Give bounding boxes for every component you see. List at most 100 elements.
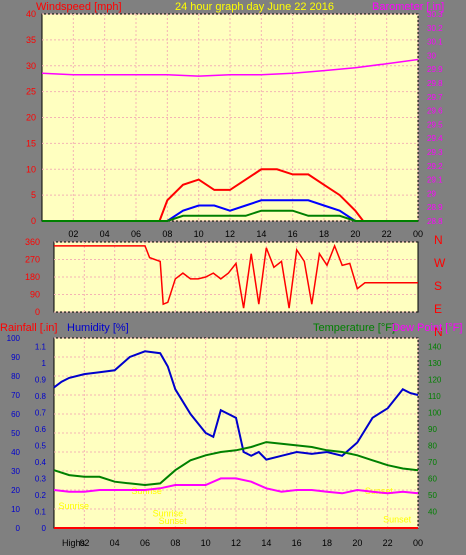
temperature-y-tick-label: 60 <box>428 474 437 483</box>
sun-annotation-label: Sunrise <box>59 501 90 511</box>
temperature-y-tick-label: 50 <box>428 491 437 500</box>
wind-x-tick-label: 22 <box>382 229 392 239</box>
rainfall-y-tick-label: 0 <box>42 524 47 533</box>
barometer-y-tick-label: 29.9 <box>427 65 443 74</box>
humidity-y-tick-label: 60 <box>11 410 20 419</box>
humidity-y-tick-label: 80 <box>11 372 20 381</box>
wind-x-tick-label: 04 <box>100 229 110 239</box>
rainfall-y-tick-label: 0.4 <box>35 458 47 467</box>
series-low-line <box>42 209 418 222</box>
dewpoint-axis-label: Dew Point [°F] <box>392 322 462 334</box>
direction-y-ticks: 360 270 180 90 0 <box>25 237 40 317</box>
compass-label: S <box>434 279 442 293</box>
series-gust-line <box>42 168 418 222</box>
rainfall-y-tick-label: 0.2 <box>35 491 47 500</box>
barometer-y-tick-label: 28.8 <box>427 217 443 226</box>
barometer-y-tick-label: 29.8 <box>427 79 443 88</box>
wind-x-tick-label: 00 <box>413 229 423 239</box>
humidity-y-tick-label: 0 <box>16 524 21 533</box>
wind-x-tick-label: 10 <box>194 229 204 239</box>
sun-annotation-label: Sunset <box>159 516 188 526</box>
humidity-y-tick-label: 50 <box>11 429 20 438</box>
temp-x-tick-label: 22 <box>383 538 393 548</box>
series-humidity-line <box>53 350 419 461</box>
barometer-y-tick-label: 29.6 <box>427 107 443 116</box>
humidity-y-tick-label: 40 <box>11 448 20 457</box>
series-dew-point-line <box>53 477 419 495</box>
barometer-y-tick-label: 29.7 <box>427 93 443 102</box>
barometer-y-tick-label: 29.4 <box>427 134 443 143</box>
compass-label: E <box>434 302 442 316</box>
barometer-y-tick-label: 29.3 <box>427 148 443 157</box>
rainfall-axis-label: Rainfall [.in] <box>0 322 57 334</box>
temperature-y-tick-label: 130 <box>428 359 442 368</box>
sun-annotation-label: Sunrise <box>153 509 184 519</box>
temp-x-tick-label: 18 <box>322 538 332 548</box>
barometer-y-tick-label: 29.5 <box>427 120 443 129</box>
temperature-y-tick-label: 100 <box>428 408 442 417</box>
barometer-axis-label: Barometer [.in] <box>372 1 444 13</box>
sun-annotation-label: Sunset <box>365 486 394 496</box>
rainfall-y-tick-label: 0.8 <box>35 392 47 401</box>
wind-y-tick-label: 35 <box>26 35 36 45</box>
humidity-y-ticks: 0 10 20 30 40 50 60 70 80 90 100 <box>7 334 21 533</box>
barometer-y-tick-label: 30.1 <box>427 38 443 47</box>
temp-x-tick-label: 14 <box>261 538 271 548</box>
temperature-y-tick-label: 120 <box>428 375 442 384</box>
temperature-y-tick-label: 40 <box>428 507 437 516</box>
rainfall-y-tick-label: 0.5 <box>35 441 47 450</box>
temp-x-tick-label: 08 <box>170 538 180 548</box>
wind-y-tick-label: 40 <box>26 9 36 19</box>
barometer-y-tick-label: 30.3 <box>427 10 443 19</box>
humidity-y-tick-label: 30 <box>11 467 20 476</box>
barometer-y-tick-label: 28.9 <box>427 203 443 212</box>
direction-y-tick-label: 0 <box>35 307 40 317</box>
barometer-y-tick-label: 29 <box>427 189 436 198</box>
direction-y-tick-label: 270 <box>25 255 40 265</box>
highs-label: Highs <box>62 538 86 548</box>
humidity-y-tick-label: 10 <box>11 505 20 514</box>
temperature-y-tick-label: 80 <box>428 441 437 450</box>
rainfall-y-tick-label: 1.1 <box>35 342 47 351</box>
temperature-axis-label: Temperature [°F] <box>313 322 395 334</box>
wind-y-tick-label: 20 <box>26 113 36 123</box>
series-direction-line <box>54 243 418 309</box>
temp-x-tick-label: 02 <box>79 538 89 548</box>
windspeed-axis-label: Windspeed [mph] <box>36 1 122 13</box>
series-temperature-line <box>53 441 419 487</box>
temp-x-tick-label: 20 <box>352 538 362 548</box>
direction-series <box>54 243 418 309</box>
rainfall-y-ticks: 0 0.1 0.2 0.3 0.4 0.5 0.6 0.7 0.8 0.9 1 1.1 <box>35 342 47 533</box>
series-average-line <box>42 199 418 222</box>
wind-x-tick-label: 18 <box>319 229 329 239</box>
barometer-y-tick-label: 30 <box>427 51 436 60</box>
barometer-y-tick-label: 29.2 <box>427 162 443 171</box>
direction-y-tick-label: 360 <box>25 237 40 247</box>
direction-y-tick-label: 180 <box>25 272 40 282</box>
wind-x-tick-label: 16 <box>288 229 298 239</box>
wind-y-tick-label: 30 <box>26 61 36 71</box>
chart-title: 24 hour graph day June 22 2016 <box>175 1 334 13</box>
temp-x-tick-label: 04 <box>110 538 120 548</box>
wind-x-tick-label: 14 <box>256 229 266 239</box>
barometer-y-ticks: 28.8 28.9 29 29.1 29.2 29.3 29.4 29.5 29.6 29.7 29… <box>427 10 443 226</box>
temp-x-tick-label: 06 <box>140 538 150 548</box>
temperature-y-ticks: 40 50 60 70 80 90 100 110 120 130 140 <box>428 342 442 516</box>
rainfall-y-tick-label: 0.3 <box>35 474 47 483</box>
barometer-y-tick-label: 30.2 <box>427 24 443 33</box>
temp-x-ticks: 02 04 06 08 10 12 14 16 18 20 22 00 <box>79 538 423 548</box>
temp-humidity-series <box>53 350 419 529</box>
compass-label: N <box>434 233 443 247</box>
humidity-y-tick-label: 20 <box>11 486 20 495</box>
humidity-y-tick-label: 70 <box>11 391 20 400</box>
wind-y-tick-label: 10 <box>26 164 36 174</box>
compass-label: N <box>434 325 443 339</box>
humidity-axis-label: Humidity [%] <box>67 322 129 334</box>
wind-y-tick-label: 5 <box>31 190 36 200</box>
wind-x-tick-label: 20 <box>350 229 360 239</box>
wind-grid <box>42 13 419 222</box>
